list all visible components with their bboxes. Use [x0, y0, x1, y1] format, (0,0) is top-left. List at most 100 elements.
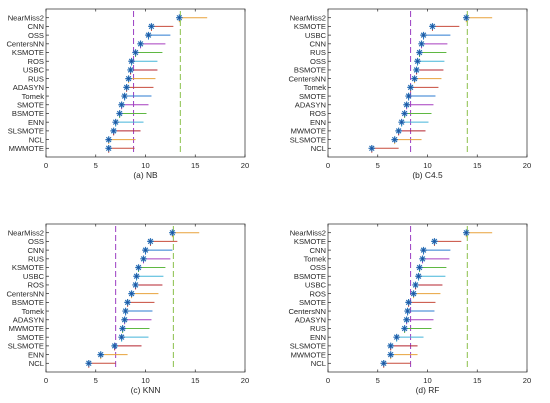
- x-tick-label: 20: [523, 161, 531, 170]
- category-label: NearMiss2: [290, 228, 326, 237]
- category-label: SMOTE: [299, 298, 326, 307]
- category-label: OSS: [310, 57, 326, 66]
- rank-dot: [409, 86, 412, 89]
- category-label: OSS: [28, 237, 44, 246]
- rank-dot: [125, 86, 128, 89]
- rank-dot: [370, 147, 373, 150]
- category-label: RUS: [28, 255, 44, 264]
- category-label: ENN: [310, 333, 326, 342]
- category-label: SLSMOTE: [290, 342, 326, 351]
- rank-dot: [120, 103, 123, 106]
- category-label: BSMOTE: [294, 66, 326, 75]
- category-label: MWMOTE: [291, 350, 326, 359]
- category-label: KSMOTE: [12, 263, 44, 272]
- category-label: SLSMOTE: [8, 127, 44, 136]
- category-label: Tomek: [22, 307, 45, 316]
- category-label: ADASYN: [13, 315, 44, 324]
- rank-dot: [418, 266, 421, 269]
- category-label: NCL: [29, 135, 44, 144]
- category-label: CNN: [310, 40, 326, 49]
- category-label: NearMiss2: [8, 228, 44, 237]
- rank-dot: [405, 318, 408, 321]
- panel-caption: (d) RF: [416, 385, 440, 395]
- category-label: ENN: [310, 118, 326, 127]
- category-label: SMOTE: [17, 100, 44, 109]
- rank-dot: [107, 138, 110, 141]
- rank-dot: [150, 25, 153, 28]
- rank-dot: [107, 147, 110, 150]
- x-tick-label: 10: [423, 376, 431, 385]
- category-label: BSMOTE: [294, 272, 326, 281]
- rank-dot: [382, 362, 385, 365]
- rank-dot: [137, 266, 140, 269]
- rank-dot: [389, 344, 392, 347]
- axes-box: [327, 223, 528, 373]
- x-tick-label: 10: [141, 376, 149, 385]
- rank-dot: [420, 42, 423, 45]
- category-label: OSS: [28, 31, 44, 40]
- rank-dot: [395, 336, 398, 339]
- rank-dot: [422, 34, 425, 37]
- category-label: Tomek: [304, 255, 327, 264]
- axes-box: [45, 8, 246, 158]
- category-label: ADASYN: [295, 315, 326, 324]
- x-tick-label: 15: [191, 376, 199, 385]
- category-label: RUS: [28, 74, 44, 83]
- category-label: SMOTE: [299, 92, 326, 101]
- rank-dot: [134, 51, 137, 54]
- category-label: NCL: [29, 359, 44, 368]
- rank-dot: [389, 353, 392, 356]
- category-label: CentersNN: [6, 40, 44, 49]
- category-label: BSMOTE: [12, 298, 44, 307]
- rank-dot: [139, 42, 142, 45]
- x-tick-label: 15: [473, 161, 481, 170]
- rank-dot: [87, 362, 90, 365]
- x-tick-label: 5: [376, 161, 380, 170]
- category-label: OSS: [310, 263, 326, 272]
- category-label: ENN: [28, 350, 44, 359]
- x-tick-label: 0: [326, 161, 330, 170]
- rank-dot: [112, 129, 115, 132]
- category-label: ROS: [28, 57, 44, 66]
- rank-dot: [120, 336, 123, 339]
- category-label: NearMiss2: [290, 13, 326, 22]
- panel-caption: (c) KNN: [131, 385, 161, 395]
- rank-dot: [412, 292, 415, 295]
- rank-dot: [124, 310, 127, 312]
- rank-dot: [149, 240, 152, 243]
- x-tick-label: 20: [241, 376, 249, 385]
- category-label: KSMOTE: [294, 237, 326, 246]
- x-tick-label: 20: [523, 376, 531, 385]
- rank-dot: [99, 353, 102, 356]
- panel-c45: 0 5 10 15 20 NearMiss2KSMOTEUSBCCNNRUSOSSBSMO…: [288, 8, 531, 180]
- rank-dot: [406, 310, 409, 312]
- category-label: MWMOTE: [9, 144, 44, 153]
- rank-dot: [135, 275, 138, 278]
- rank-dot: [118, 112, 121, 115]
- rank-dot: [113, 344, 116, 347]
- rank-dot: [403, 327, 406, 330]
- rank-dot: [127, 77, 130, 80]
- x-tick-label: 0: [44, 161, 48, 170]
- category-label: USBC: [305, 31, 327, 40]
- rank-dot: [123, 95, 126, 97]
- category-label: SLSMOTE: [8, 342, 44, 351]
- category-label: RUS: [310, 324, 326, 333]
- category-label: SMOTE: [17, 333, 44, 342]
- rank-dot: [407, 301, 410, 304]
- rank-dot: [126, 301, 129, 304]
- category-label: CentersNN: [288, 307, 326, 316]
- x-tick-label: 10: [423, 161, 431, 170]
- x-tick-label: 15: [191, 161, 199, 170]
- category-label: KSMOTE: [294, 22, 326, 31]
- category-label: ADASYN: [295, 100, 326, 109]
- category-label: MWMOTE: [291, 127, 326, 136]
- rank-dot: [422, 249, 425, 252]
- rank-dot: [130, 60, 133, 63]
- category-label: CNN: [28, 246, 44, 255]
- category-label: NearMiss2: [8, 13, 44, 22]
- rank-dot: [171, 231, 174, 234]
- rank-dot: [421, 257, 424, 260]
- panel-caption: (b) C4.5: [412, 170, 443, 180]
- rank-dot: [123, 318, 126, 321]
